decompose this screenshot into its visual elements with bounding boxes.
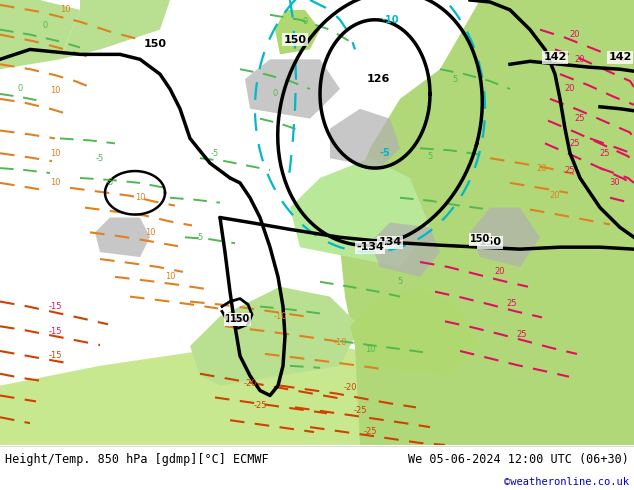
Text: 126: 126	[366, 74, 390, 84]
Text: ©weatheronline.co.uk: ©weatheronline.co.uk	[504, 477, 629, 487]
Text: 150: 150	[143, 40, 167, 49]
Text: 150: 150	[283, 35, 306, 45]
Text: 0: 0	[42, 21, 48, 30]
Polygon shape	[330, 109, 400, 168]
Text: 10: 10	[49, 86, 60, 96]
Text: 5: 5	[398, 277, 403, 286]
Text: 10: 10	[49, 178, 60, 187]
Text: -20: -20	[343, 383, 357, 392]
Text: 134: 134	[378, 237, 401, 247]
Text: -5: -5	[196, 233, 204, 242]
Text: -5: -5	[96, 154, 104, 163]
Text: -10: -10	[333, 338, 347, 346]
Text: -15: -15	[48, 327, 61, 336]
Text: 20: 20	[550, 191, 560, 200]
Text: 150: 150	[479, 237, 501, 247]
Text: 142: 142	[543, 52, 567, 62]
Text: We 05-06-2024 12:00 UTC (06+30): We 05-06-2024 12:00 UTC (06+30)	[408, 453, 629, 466]
Text: 25: 25	[507, 299, 517, 308]
Text: 150: 150	[225, 315, 245, 324]
Text: -10: -10	[273, 312, 287, 321]
Text: -5: -5	[380, 148, 391, 158]
Text: 0: 0	[273, 90, 278, 98]
Text: 0: 0	[302, 17, 307, 26]
Text: 10: 10	[135, 193, 145, 202]
Text: Height/Temp. 850 hPa [gdmp][°C] ECMWF: Height/Temp. 850 hPa [gdmp][°C] ECMWF	[5, 453, 269, 466]
Text: 20: 20	[565, 84, 575, 94]
Polygon shape	[290, 158, 430, 267]
Text: -5: -5	[106, 178, 114, 187]
Polygon shape	[0, 0, 80, 69]
Polygon shape	[340, 0, 634, 445]
Text: -10: -10	[381, 15, 399, 25]
Text: 20: 20	[537, 164, 547, 172]
Text: 30: 30	[610, 178, 620, 187]
Text: -25: -25	[363, 427, 377, 436]
Text: 0: 0	[17, 84, 23, 94]
Text: 25: 25	[600, 149, 611, 158]
Text: -15: -15	[48, 351, 61, 361]
Polygon shape	[95, 218, 150, 257]
Polygon shape	[0, 326, 634, 445]
Polygon shape	[470, 208, 540, 267]
Text: 5: 5	[427, 152, 432, 161]
Text: -20: -20	[243, 379, 257, 388]
Polygon shape	[275, 10, 320, 54]
Text: 20: 20	[570, 30, 580, 39]
Text: 25: 25	[517, 330, 527, 339]
Text: -25: -25	[353, 406, 366, 415]
Text: 10: 10	[165, 272, 175, 281]
Text: 20: 20	[575, 55, 585, 64]
Text: -134: -134	[356, 242, 384, 252]
Text: -25: -25	[253, 401, 267, 410]
Polygon shape	[245, 59, 340, 119]
Text: 150: 150	[230, 315, 250, 324]
Text: 25: 25	[575, 114, 585, 123]
Text: 25: 25	[570, 139, 580, 148]
Text: 10: 10	[145, 228, 155, 237]
Text: 5: 5	[453, 74, 458, 84]
Polygon shape	[350, 287, 480, 376]
Text: 10: 10	[365, 344, 375, 353]
Text: 142: 142	[608, 52, 631, 62]
Text: -15: -15	[48, 302, 61, 311]
Text: 10: 10	[60, 5, 70, 14]
Polygon shape	[370, 222, 440, 277]
Text: 20: 20	[495, 268, 505, 276]
Text: 10: 10	[49, 149, 60, 158]
Polygon shape	[190, 287, 360, 386]
Text: -5: -5	[211, 149, 219, 158]
Polygon shape	[60, 0, 170, 59]
Text: 150: 150	[470, 234, 490, 245]
Text: 25: 25	[565, 166, 575, 174]
